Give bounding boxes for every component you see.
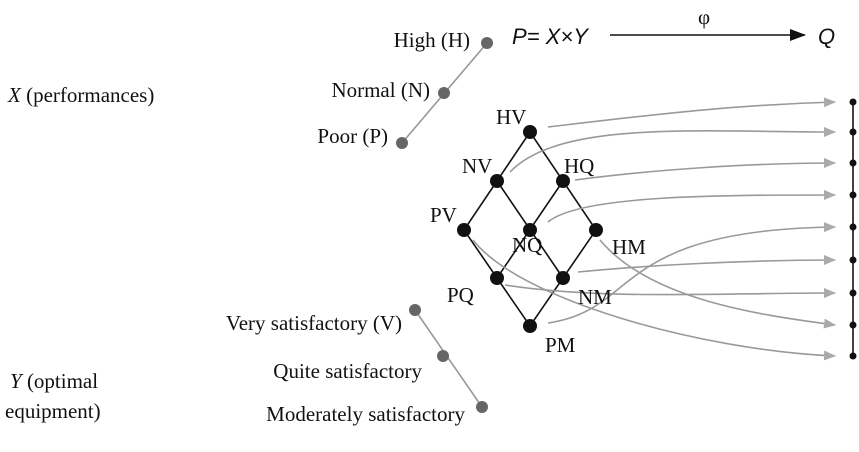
node-label: HQ <box>564 154 594 178</box>
x-level-dot <box>481 37 493 49</box>
q-points <box>849 98 857 360</box>
y-axis-title: Y (optimal <box>10 369 98 393</box>
node-label: PM <box>545 333 576 357</box>
node-label: HM <box>612 235 646 259</box>
mapping-arrows <box>472 97 836 361</box>
y-scale-line <box>414 309 483 408</box>
arrow-label: φ <box>698 5 710 29</box>
x-level-dot <box>396 137 408 149</box>
y-level: Very satisfactory (V) <box>226 311 402 335</box>
x-level: Normal (N) <box>331 78 430 102</box>
node-label: HV <box>496 105 526 129</box>
y-axis-title: equipment) <box>5 399 101 423</box>
x-level: High (H) <box>394 28 470 52</box>
formula: P= X×Y <box>512 24 589 49</box>
node-label: PV <box>430 203 457 227</box>
y-level-dot <box>476 401 488 413</box>
y-level: Quite satisfactory <box>273 359 422 383</box>
target-label: Q <box>818 24 835 49</box>
node-label: PQ <box>447 283 474 307</box>
x-axis-title: X (performances) <box>7 83 154 107</box>
x-level-dot <box>438 87 450 99</box>
y-level: Moderately satisfactory <box>266 402 465 426</box>
node-label: NQ <box>512 233 542 257</box>
y-level-dot <box>437 350 449 362</box>
y-level-dot <box>409 304 421 316</box>
node-label: NV <box>462 154 492 178</box>
x-level: Poor (P) <box>317 124 388 148</box>
lattice-nodes <box>457 125 603 333</box>
node-label: NM <box>578 285 612 309</box>
